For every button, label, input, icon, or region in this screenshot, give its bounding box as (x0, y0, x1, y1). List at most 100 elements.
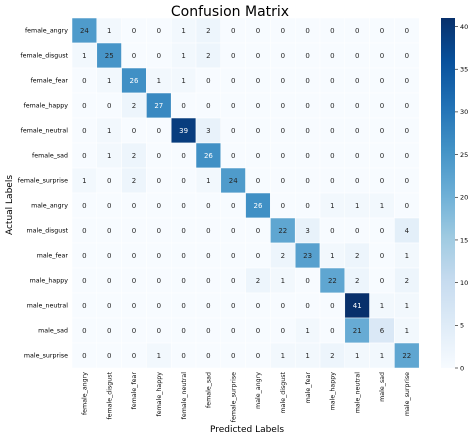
colorbar-tick-label: 15 (460, 236, 468, 244)
heatmap-cell (71, 192, 98, 219)
cell-value-label: 0 (380, 127, 384, 135)
heatmap-cell (270, 317, 296, 344)
cell-value-label: 1 (82, 52, 86, 60)
cell-value-label: 0 (107, 352, 111, 360)
heatmap-cell (220, 342, 246, 369)
heatmap-cell (121, 17, 147, 44)
cell-value-label: 26 (130, 77, 139, 85)
heatmap-cell (270, 192, 296, 219)
y-tick-label: male_fear (37, 253, 69, 260)
heatmap-cell (170, 117, 197, 144)
cell-value-label: 1 (181, 77, 185, 85)
cell-value-label: 0 (181, 327, 185, 335)
cell-value-label: 0 (82, 77, 86, 85)
colorbar-tick-label: 0 (460, 364, 464, 372)
cell-value-label: 1 (281, 277, 285, 285)
cell-value-label: 0 (231, 202, 235, 210)
heatmap-cell (220, 142, 246, 169)
cell-value-label: 1 (281, 352, 285, 360)
heatmap-cell (369, 242, 395, 269)
heatmap-cell (394, 317, 420, 344)
cell-value-label: 1 (181, 27, 185, 35)
y-tick-label: male_happy (30, 278, 69, 285)
cell-value-label: 0 (181, 302, 185, 310)
cell-value-label: 0 (256, 252, 260, 260)
heatmap-cell (96, 142, 122, 169)
heatmap-cell (170, 192, 197, 219)
cell-value-label: 41 (353, 302, 362, 310)
heatmap-cell (71, 242, 98, 269)
heatmap-cell (121, 267, 147, 294)
cell-value-label: 0 (82, 152, 86, 160)
y-tick-label: male_angry (31, 203, 68, 210)
cell-value-label: 0 (206, 202, 210, 210)
cell-value-label: 0 (405, 102, 409, 110)
heatmap-cell (146, 192, 172, 219)
cell-value-label: 0 (157, 302, 161, 310)
heatmap-cell (195, 242, 222, 269)
cell-value-label: 1 (380, 202, 384, 210)
heatmap-cell (121, 167, 147, 194)
heatmap-cell (121, 67, 147, 94)
colorbar-tick-label: 5 (460, 322, 464, 330)
cell-value-label: 0 (157, 52, 161, 60)
cell-value-label: 0 (231, 302, 235, 310)
cell-value-label: 0 (107, 177, 111, 185)
x-tick-label: female_disgust (106, 371, 113, 419)
cell-value-label: 0 (380, 277, 384, 285)
heatmap-cell (245, 292, 271, 319)
heatmap-cell (245, 67, 271, 94)
cell-value-label: 0 (380, 102, 384, 110)
cell-value-label: 0 (206, 77, 210, 85)
cell-value-label: 0 (132, 302, 136, 310)
cell-value-label: 0 (82, 277, 86, 285)
heatmap-cell (319, 342, 346, 369)
cell-value-label: 0 (355, 102, 359, 110)
cell-value-label: 0 (305, 302, 309, 310)
cell-value-label: 2 (355, 252, 359, 260)
cell-value-label: 0 (231, 352, 235, 360)
cell-value-label: 0 (107, 227, 111, 235)
heatmap-cell (245, 342, 271, 369)
colorbar-tick-label: 30 (460, 108, 468, 116)
heatmap-cell (394, 92, 420, 119)
heatmap-cell (270, 342, 296, 369)
heatmap-cell (146, 42, 172, 69)
heatmap-cell (220, 42, 246, 69)
x-tick-label: female_fear (131, 372, 138, 410)
cell-value-label: 0 (231, 102, 235, 110)
cell-value-label: 0 (281, 202, 285, 210)
cell-value-label: 0 (132, 277, 136, 285)
cell-value-label: 23 (303, 252, 312, 260)
heatmap-cell (146, 342, 172, 369)
y-tick-label: male_surprise (24, 353, 68, 360)
cell-value-label: 0 (330, 127, 334, 135)
cell-value-label: 1 (355, 352, 359, 360)
cell-value-label: 0 (231, 27, 235, 35)
heatmap-cell (344, 267, 370, 294)
cell-value-label: 0 (181, 152, 185, 160)
heatmap-cell (245, 17, 271, 44)
heatmap-cell (344, 192, 370, 219)
heatmap-cell (294, 317, 321, 344)
heatmap-cell (344, 117, 370, 144)
heatmap-cell (245, 217, 271, 244)
cell-value-label: 0 (380, 77, 384, 85)
heatmap-cell (96, 192, 122, 219)
cell-value-label: 0 (107, 102, 111, 110)
cell-value-label: 0 (181, 102, 185, 110)
heatmap-cell (96, 42, 122, 69)
heatmap-cell (220, 217, 246, 244)
colorbar-tick-label: 35 (460, 66, 468, 74)
cell-value-label: 0 (157, 202, 161, 210)
heatmap-cell (369, 42, 395, 69)
heatmap-cell (121, 142, 147, 169)
heatmap-cell (369, 317, 395, 344)
heatmap-cell (170, 42, 197, 69)
heatmap-cell (294, 117, 321, 144)
cell-value-label: 0 (305, 202, 309, 210)
cell-value-label: 1 (330, 252, 334, 260)
heatmap-cell (369, 142, 395, 169)
cell-value-label: 0 (281, 152, 285, 160)
cell-value-label: 1 (305, 352, 309, 360)
